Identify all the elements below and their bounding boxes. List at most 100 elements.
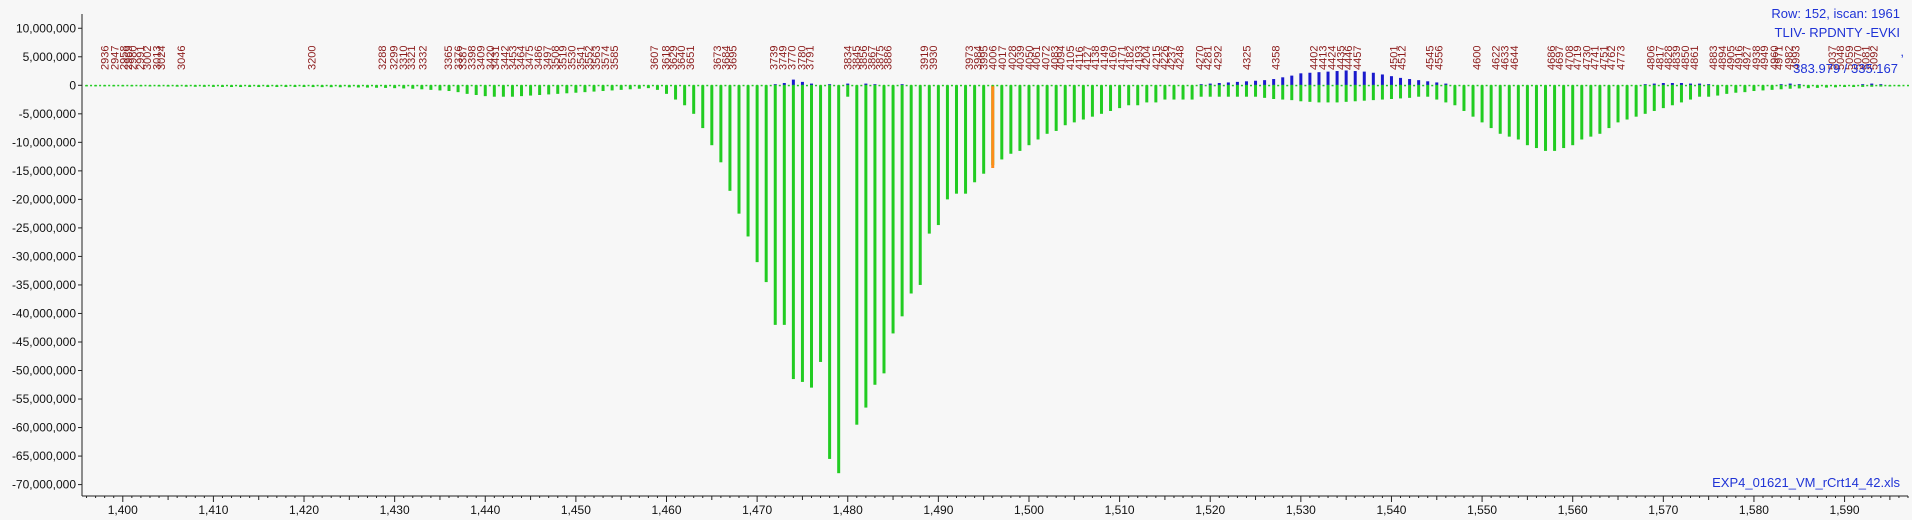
baseline-dot (1725, 84, 1728, 87)
green-bar (501, 85, 505, 97)
baseline-dot (538, 84, 541, 87)
peak-label: 3464 (516, 46, 528, 70)
baseline-dot (1662, 84, 1665, 87)
baseline-dot (882, 84, 885, 87)
baseline-dot (756, 84, 759, 87)
green-bar (646, 85, 650, 89)
baseline-dot (688, 84, 691, 87)
baseline-dot (1472, 84, 1475, 87)
baseline-dot (1539, 84, 1542, 87)
baseline-dot (615, 84, 618, 87)
green-bar (1072, 85, 1076, 123)
blue-bar (1326, 71, 1330, 86)
baseline-dot (937, 84, 940, 87)
baseline-dot (343, 84, 346, 87)
baseline-dot (1095, 84, 1098, 87)
peak-label: 3984 (972, 46, 984, 70)
peak-label: 4971 (1773, 46, 1785, 70)
blue-bar (1797, 84, 1801, 86)
baseline-dot (316, 84, 319, 87)
peak-label: 4600 (1472, 46, 1484, 70)
blue-bar (846, 83, 850, 86)
green-bar (1589, 85, 1593, 137)
peak-label: 3486 (533, 46, 545, 70)
baseline-dot (520, 84, 523, 87)
baseline-dot (384, 84, 387, 87)
baseline-dot (602, 84, 605, 87)
green-bar (492, 85, 496, 97)
baseline-dot (180, 84, 183, 87)
baseline-dot (670, 84, 673, 87)
green-bar (683, 85, 687, 106)
baseline-dot (565, 84, 568, 87)
peak-label: 4072 (1040, 46, 1052, 70)
green-bar (1054, 85, 1058, 131)
baseline-dot (932, 84, 935, 87)
baseline-dot (370, 84, 373, 87)
baseline-dot (869, 84, 872, 87)
blue-bar (1698, 83, 1702, 86)
peak-label: 3995 (979, 46, 991, 70)
y-axis-ticks: 10,000,000 5,000,000 0 -5,000,000 -10,000,00… (12, 21, 82, 492)
baseline-dot (973, 84, 976, 87)
baseline-dot (1055, 84, 1058, 87)
baseline-dot (1372, 84, 1375, 87)
baseline-dot (1653, 84, 1656, 87)
peak-label: 4894 (1717, 46, 1729, 70)
peak-label: 3046 (176, 46, 188, 70)
green-bar (1063, 85, 1067, 126)
green-bar (782, 85, 786, 325)
x-tick-label: 1,490 (923, 503, 953, 517)
green-bar (1571, 85, 1575, 146)
baseline-dot (833, 84, 836, 87)
baseline-dot (1820, 84, 1823, 87)
peak-label: 3673 (712, 46, 724, 70)
green-bar (1607, 85, 1611, 129)
peak-label: 2991 (135, 46, 147, 70)
baseline-dot (176, 84, 179, 87)
baseline-dot (348, 84, 351, 87)
baseline-dot (638, 84, 641, 87)
y-tick-label: -55,000,000 (12, 392, 76, 406)
green-bar (411, 85, 415, 89)
baseline-dot (1186, 84, 1189, 87)
green-bar (1299, 85, 1303, 102)
baseline-dot (1517, 84, 1520, 87)
green-bar (1507, 85, 1511, 137)
baseline-dot (289, 84, 292, 87)
green-bar (1562, 85, 1566, 149)
baseline-dot (1589, 84, 1592, 87)
green-bar (393, 85, 397, 89)
peak-label: 4061 (1031, 46, 1043, 70)
peak-label: 3475 (524, 46, 536, 70)
baseline-dot (860, 84, 863, 87)
peak-label: 3530 (566, 46, 578, 70)
baseline-dot (1317, 84, 1320, 87)
peak-label: 3834 (843, 46, 855, 70)
peak-label: 4949 (1759, 46, 1771, 70)
baseline-dot (1499, 84, 1502, 87)
x-axis-ticks: 1,400 1,410 1,420 1,430 1,440 1,450 1,460 1,470… (86, 496, 1909, 517)
baseline-dot (1680, 84, 1683, 87)
green-bar (1353, 85, 1357, 102)
baseline-dot (515, 84, 518, 87)
baseline-dot (1526, 84, 1529, 87)
baseline-dot (280, 84, 283, 87)
blue-bar (1643, 84, 1647, 86)
y-tick-label: -50,000,000 (12, 364, 76, 378)
baseline-dot (855, 84, 858, 87)
baseline-dot (1159, 84, 1162, 87)
baseline-dot (271, 84, 274, 87)
baseline-dot (1358, 84, 1361, 87)
baseline-dot (1879, 84, 1882, 87)
baseline-dot (189, 84, 192, 87)
baseline-dot (1829, 84, 1832, 87)
baseline-dot (144, 84, 147, 87)
peak-label: 4708 (1564, 46, 1576, 70)
baseline-dot (1675, 84, 1678, 87)
baseline-dot (620, 84, 623, 87)
blue-bar (1861, 84, 1865, 86)
x-tick-label: 1,550 (1467, 503, 1497, 517)
baseline-dot (393, 84, 396, 87)
